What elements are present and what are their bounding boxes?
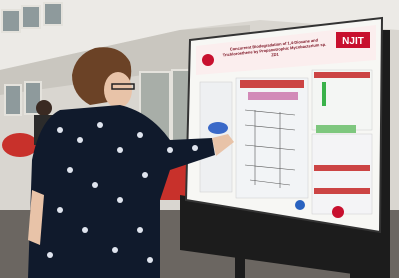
logo: NJIT	[342, 36, 364, 47]
photo: NJIT Concurrent Biodegradation of 1,4-Di…	[0, 0, 399, 278]
seal	[202, 54, 214, 66]
